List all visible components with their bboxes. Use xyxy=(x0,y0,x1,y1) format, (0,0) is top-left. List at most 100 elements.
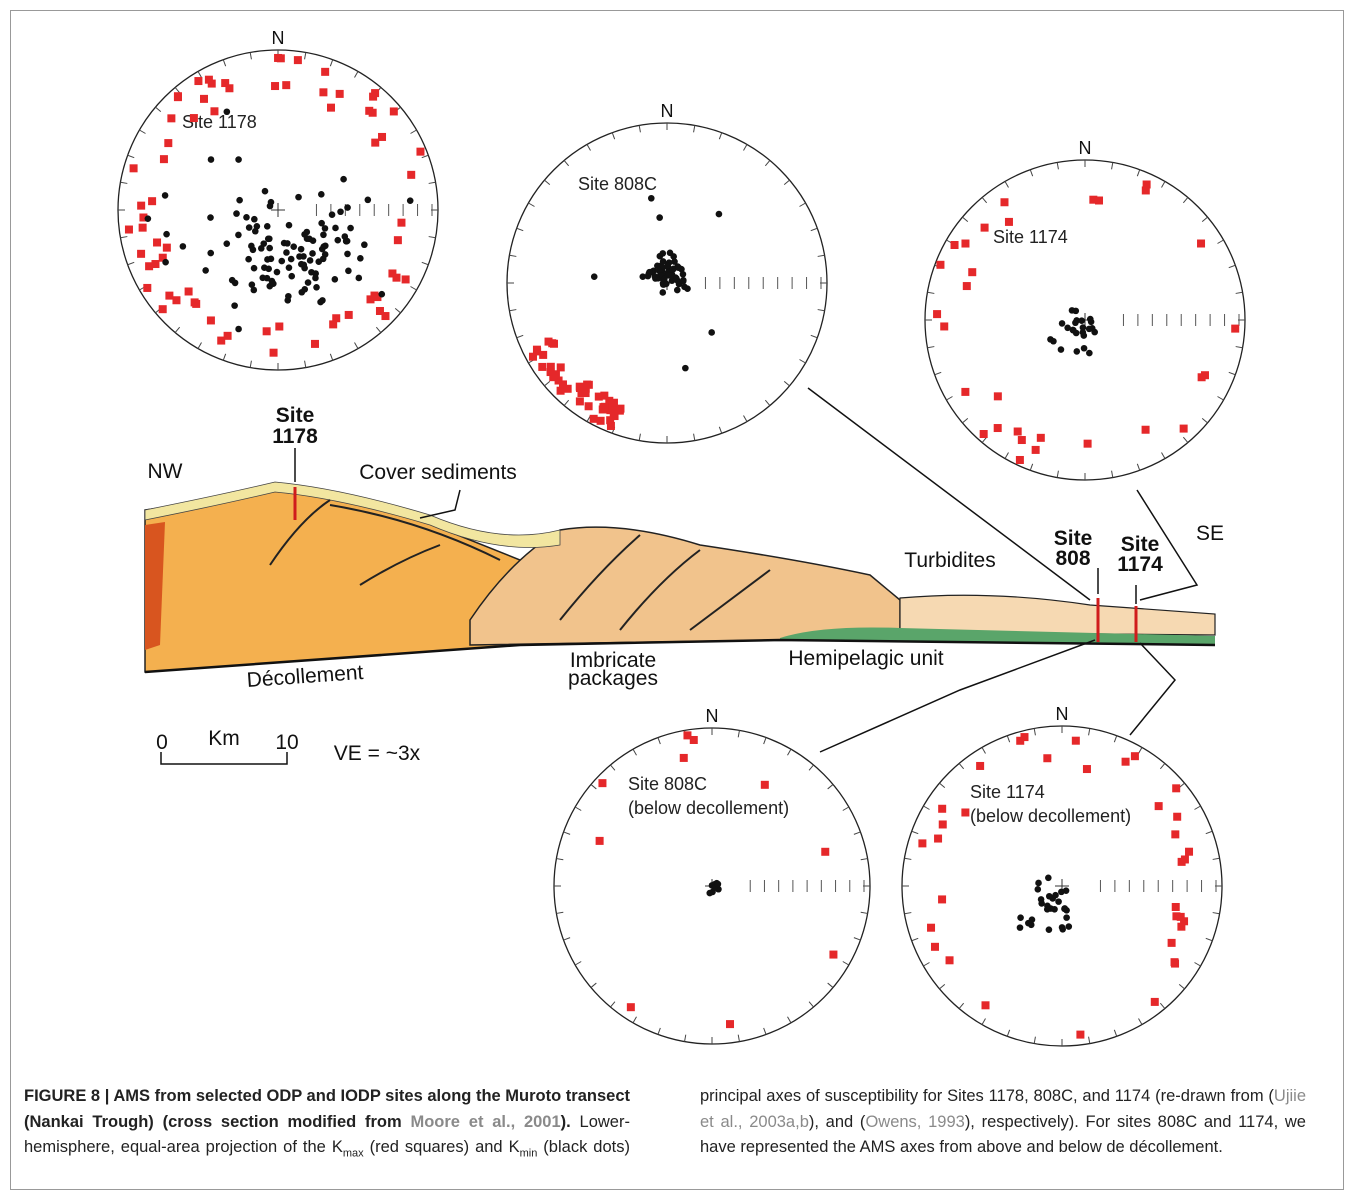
rim-tick xyxy=(1194,962,1201,967)
kmin-dot xyxy=(646,268,653,276)
kmax-square xyxy=(938,820,947,829)
rim-tick xyxy=(1235,346,1243,349)
kmin-dot xyxy=(1079,324,1087,331)
kmax-square xyxy=(979,430,988,439)
rim-tick xyxy=(860,911,868,914)
turbidites xyxy=(899,594,1216,636)
kmax-square xyxy=(533,347,542,356)
rim-tick xyxy=(958,1002,965,1009)
citation-link[interactable]: Owens, 1993 xyxy=(865,1112,965,1131)
net-title-line: Site 1178 xyxy=(182,112,257,132)
kmax-square xyxy=(1076,1030,1085,1039)
rim-tick xyxy=(421,154,429,159)
stereonet: N Site 808C (below decollement) xyxy=(553,706,871,1045)
rim-tick xyxy=(810,227,818,232)
kmin-dot xyxy=(1063,914,1070,921)
kmin-dot xyxy=(1016,924,1024,931)
kmax-square xyxy=(598,779,607,788)
rim-tick xyxy=(610,764,616,771)
kmin-dot xyxy=(266,244,273,252)
caption-text: (black dots) principal axes of susceptib… xyxy=(537,1087,1274,1156)
rim-tick xyxy=(981,1018,986,1025)
kmax-square xyxy=(821,847,830,856)
kmax-square xyxy=(1179,424,1188,433)
kmax-square xyxy=(1142,180,1151,189)
rim-tick xyxy=(693,125,696,133)
kmax-square xyxy=(933,310,942,319)
kmin-dot xyxy=(655,267,663,274)
kmax-square xyxy=(1083,439,1092,448)
kmax-square xyxy=(605,396,614,405)
kmax-square xyxy=(137,201,146,210)
rim-tick xyxy=(1033,1036,1036,1044)
rim-tick xyxy=(632,748,637,756)
citation-link[interactable]: Moore et al., 2001 xyxy=(410,1112,561,1131)
kmin-dot xyxy=(670,253,677,260)
rim-tick xyxy=(1228,264,1236,269)
rim-tick xyxy=(120,236,128,239)
kmax-square xyxy=(554,376,563,385)
kmin-dot xyxy=(1080,344,1088,352)
kmin-dot xyxy=(355,274,363,282)
kmax-square xyxy=(145,262,154,271)
rim-tick xyxy=(743,415,748,422)
kmin-dot xyxy=(249,246,257,254)
kmin-dot xyxy=(345,267,352,275)
kmin-dot xyxy=(675,264,683,272)
kmin-dot xyxy=(245,224,253,231)
kmax-square xyxy=(392,273,401,282)
decollement-line xyxy=(144,638,1216,674)
rim-tick xyxy=(1004,181,1009,188)
rim-tick xyxy=(304,360,307,368)
kmax-square xyxy=(575,397,584,406)
kmin-dot xyxy=(288,272,296,280)
net-title-line: Site 1174 xyxy=(993,227,1068,247)
rim-tick xyxy=(783,380,790,387)
se-label: SE xyxy=(1196,522,1224,545)
kmin-dot xyxy=(1086,349,1093,357)
north-label: N xyxy=(1056,704,1069,724)
kmax-square xyxy=(1141,186,1150,195)
rim-tick xyxy=(934,371,942,376)
kmin-dot xyxy=(639,273,647,280)
citation-link[interactable]: Ujiie et al., 2003a,b xyxy=(700,1087,1306,1131)
kmin-dot xyxy=(309,237,317,244)
rim-tick xyxy=(962,417,969,424)
net-title: Site 1174 xyxy=(993,227,1068,247)
kmax-square xyxy=(206,316,215,325)
kmax-square xyxy=(993,424,1002,433)
kmax-square xyxy=(606,416,615,425)
kmin-dot xyxy=(295,193,302,201)
rim-tick xyxy=(249,360,252,368)
kmax-square xyxy=(1015,455,1024,464)
kmax-square xyxy=(172,296,181,305)
rim-tick xyxy=(842,961,850,966)
kmin-dot xyxy=(328,211,336,219)
kmax-square xyxy=(1000,198,1009,207)
kmax-square xyxy=(190,298,199,307)
kmin-dot xyxy=(228,276,236,284)
rim-tick xyxy=(375,326,382,333)
kmin-dot xyxy=(320,231,327,239)
kmin-dot xyxy=(681,283,688,291)
kmax-square xyxy=(276,54,285,63)
kmin-dot xyxy=(261,187,269,195)
rim-tick xyxy=(684,1034,687,1042)
kmin-dot xyxy=(664,262,671,269)
rim-tick xyxy=(1194,805,1201,810)
rim-tick xyxy=(718,426,723,434)
kmin-dot xyxy=(283,249,290,256)
rim-tick xyxy=(737,1034,740,1042)
kmax-square xyxy=(326,103,335,112)
rim-tick xyxy=(139,129,146,134)
rim-tick xyxy=(410,129,417,134)
kmax-square xyxy=(626,1003,635,1012)
rim-tick xyxy=(787,748,792,756)
kmax-square xyxy=(608,403,617,412)
net-title: Site 808C (below decollement) xyxy=(628,774,789,818)
kmax-square xyxy=(344,310,353,319)
imbricate-packages xyxy=(469,526,901,646)
rim-tick xyxy=(939,782,946,789)
caption-text: ). xyxy=(560,1112,571,1131)
